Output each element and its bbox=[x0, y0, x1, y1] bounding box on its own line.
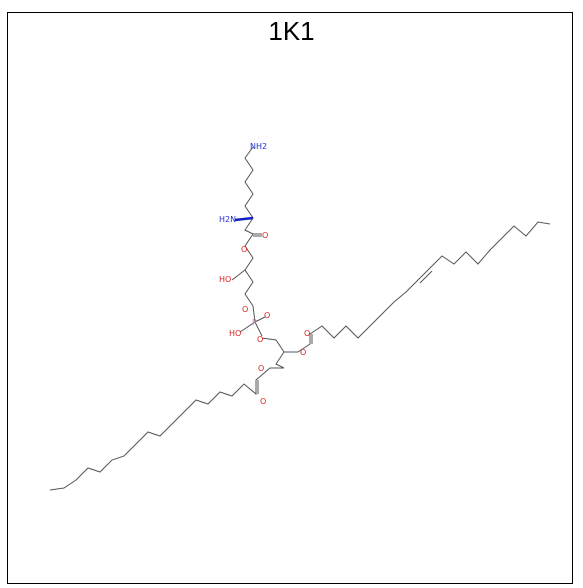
sn2-ester-oxygen-label: O bbox=[300, 348, 306, 357]
phosphate-group bbox=[239, 305, 298, 369]
sn1-ester-oxygen-label: O bbox=[258, 364, 264, 373]
lower-acyl-chain bbox=[49, 367, 284, 491]
ester-oxygen-label: O bbox=[241, 245, 247, 254]
carbonyl-oxygen-label: O bbox=[262, 231, 268, 240]
lysine-chain bbox=[231, 146, 262, 307]
sn2-carbonyl-oxygen-label: O bbox=[304, 329, 310, 338]
hydroxyl-label: HO bbox=[219, 275, 231, 284]
phosphate-oxygen-label: O bbox=[242, 305, 248, 314]
phosphate-hydroxyl-label: HO bbox=[229, 329, 241, 338]
alpha-amino-label: H2N bbox=[219, 215, 236, 224]
figure-frame bbox=[7, 12, 573, 584]
amino-group-label: NH2 bbox=[250, 142, 267, 151]
phosphorus-label: P bbox=[252, 318, 257, 327]
sn1-carbonyl-oxygen-label: O bbox=[260, 397, 266, 406]
molecule-title: 1K1 bbox=[268, 16, 315, 46]
phosphoryl-oxygen-label: O bbox=[264, 311, 270, 320]
atom-labels: NH2 H2N O O HO O O P HO O O O O O bbox=[219, 142, 310, 406]
upper-acyl-chain bbox=[297, 221, 551, 353]
bridging-oxygen-label: O bbox=[257, 335, 263, 344]
